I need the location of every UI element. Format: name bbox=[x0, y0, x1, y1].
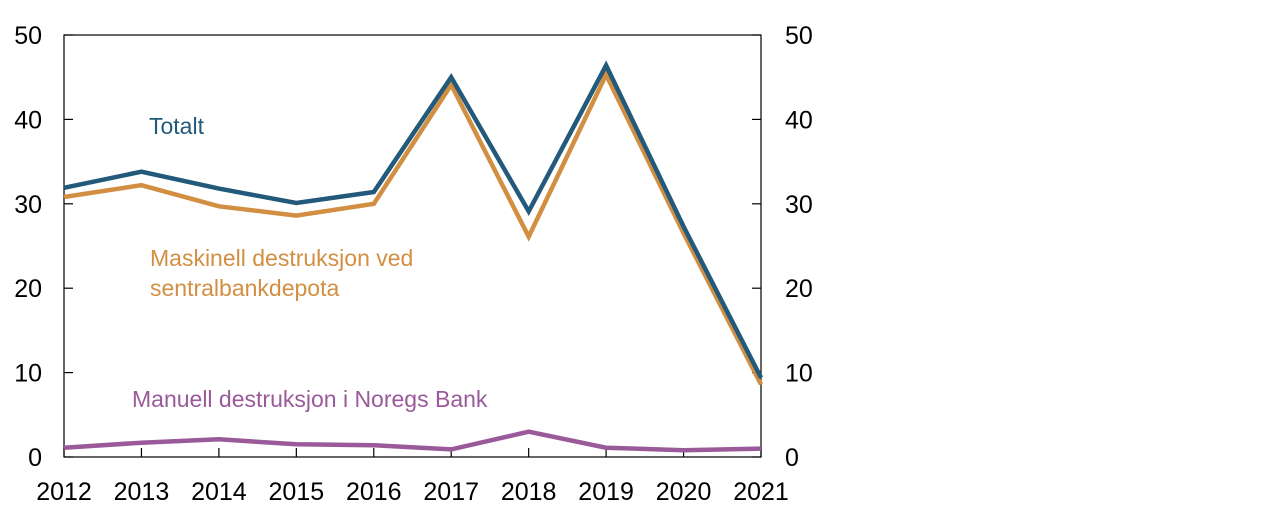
y-tick-label-right: 40 bbox=[785, 106, 813, 134]
y-tick-label-right: 10 bbox=[785, 360, 813, 388]
y-tick-label-left: 20 bbox=[14, 275, 42, 303]
series-line-maskinell bbox=[63, 69, 764, 386]
y-tick-label-left: 40 bbox=[14, 106, 42, 134]
series-labels: Totalt Maskinell destruksjon ved sentral… bbox=[132, 113, 488, 412]
plot-frame bbox=[63, 34, 762, 458]
series-line-totalt bbox=[63, 60, 764, 379]
series-label-totalt: Totalt bbox=[149, 113, 205, 139]
series-line-manuell bbox=[63, 429, 762, 453]
y-tick-label-left: 10 bbox=[14, 360, 42, 388]
x-tick-label: 2016 bbox=[346, 478, 402, 506]
series-label-manuell: Manuell destruksjon i Noregs Bank bbox=[132, 386, 488, 412]
y-tick-label-right: 0 bbox=[785, 444, 799, 472]
x-tick-label: 2020 bbox=[656, 478, 712, 506]
series-lines bbox=[63, 60, 764, 453]
y-tick-label-left: 30 bbox=[14, 191, 42, 219]
x-tick-label: 2018 bbox=[501, 478, 557, 506]
x-tick-label: 2017 bbox=[423, 478, 479, 506]
y-tick-label-right: 50 bbox=[785, 22, 813, 50]
y-tick-label-right: 20 bbox=[785, 275, 813, 303]
series-label-maskinell-line-1: Maskinell destruksjon ved bbox=[150, 245, 413, 271]
x-tick-label: 2014 bbox=[191, 478, 247, 506]
x-tick-label: 2013 bbox=[114, 478, 170, 506]
x-tick-label: 2019 bbox=[578, 478, 634, 506]
series-label-maskinell-line-2: sentralbankdepota bbox=[150, 275, 339, 301]
x-tick-label: 2015 bbox=[269, 478, 325, 506]
x-tick-label: 2021 bbox=[733, 478, 789, 506]
y-tick-label-left: 0 bbox=[28, 444, 42, 472]
x-tick-label: 2012 bbox=[36, 478, 92, 506]
y-tick-label-right: 30 bbox=[785, 191, 813, 219]
y-tick-label-left: 50 bbox=[14, 22, 42, 50]
